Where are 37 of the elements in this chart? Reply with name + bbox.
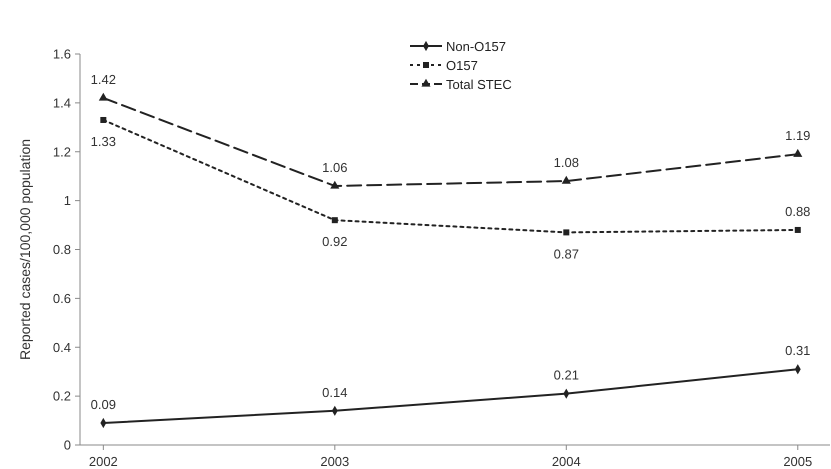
data-label: 0.87 xyxy=(554,246,579,262)
data-label: 1.19 xyxy=(785,128,810,144)
y-tick-label: 0.2 xyxy=(52,388,71,404)
data-label: 0.14 xyxy=(322,384,348,400)
x-tick-label: 2002 xyxy=(88,454,118,469)
y-tick-label: 1.6 xyxy=(52,46,71,62)
data-label: 0.92 xyxy=(322,234,348,250)
legend-label: Total STEC xyxy=(446,77,512,92)
data-label: 0.21 xyxy=(554,368,579,383)
data-label: 0.09 xyxy=(90,397,116,412)
data-label: 0.31 xyxy=(785,343,810,358)
point xyxy=(562,176,571,184)
point xyxy=(330,180,340,189)
x-tick-label: 2005 xyxy=(783,454,812,469)
point xyxy=(563,229,570,236)
y-tick-label: 1.4 xyxy=(52,95,71,110)
y-tick-label: 0.6 xyxy=(52,290,71,306)
point xyxy=(100,116,106,123)
data-label: 1.08 xyxy=(554,155,579,170)
y-tick-label: 1.2 xyxy=(52,144,71,160)
y-tick-label: 0.4 xyxy=(52,340,71,355)
y-tick-label: 0 xyxy=(64,438,71,452)
legend-label: Non-O157 xyxy=(446,39,506,54)
data-label: 1.06 xyxy=(322,160,348,175)
point xyxy=(98,92,108,101)
y-axis-title: Reported cases/100,000 population xyxy=(17,138,33,360)
legend-label: O157 xyxy=(446,58,478,73)
x-tick-label: 2004 xyxy=(552,454,581,469)
data-label: 0.88 xyxy=(785,204,810,219)
data-label: 1.33 xyxy=(90,134,116,149)
data-label: 1.42 xyxy=(90,72,116,87)
y-tick-label: 1 xyxy=(64,193,71,208)
point xyxy=(794,226,801,233)
y-tick-label: 0.8 xyxy=(52,242,71,257)
x-tick-label: 2003 xyxy=(320,454,350,469)
point xyxy=(332,217,338,224)
point xyxy=(793,148,802,157)
